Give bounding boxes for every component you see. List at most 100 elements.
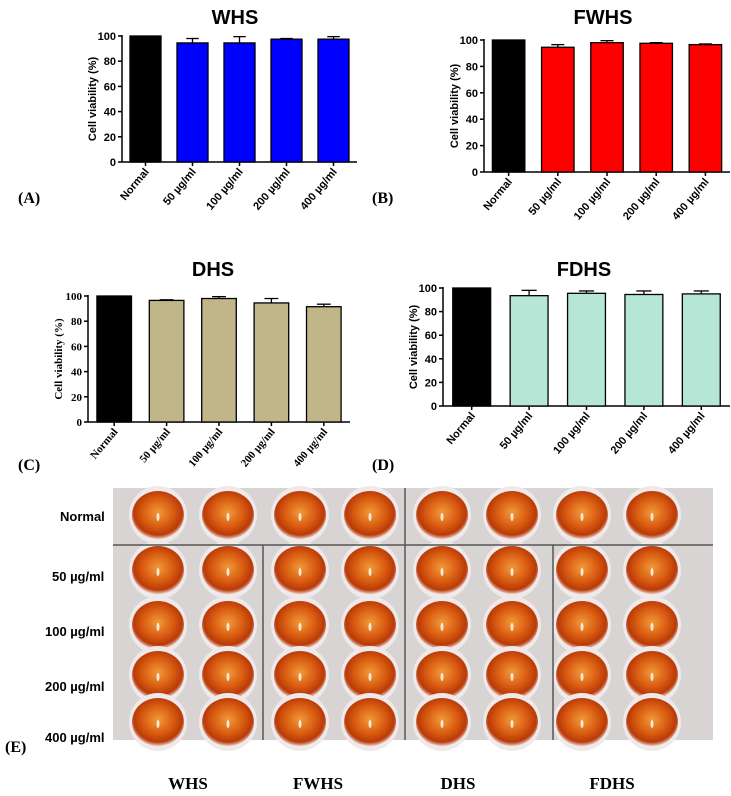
y-tick-label: 20 (104, 132, 116, 144)
chart-whs: WHS (A) Cell viability (%) 0 20 40 60 80 100 Norm… (18, 7, 357, 213)
well-highlight (298, 623, 302, 631)
y-axis-label: Cell viability (%) (87, 56, 99, 141)
bar (639, 42, 674, 173)
well-highlight (156, 568, 160, 576)
well-highlight (298, 513, 302, 521)
bar (688, 43, 723, 173)
x-tick-label: 100 µg/ml (572, 176, 614, 222)
column-label: FDHS (589, 774, 634, 793)
x-tick-label: 50 µg/ml (526, 176, 564, 218)
panel-label: (B) (372, 190, 393, 207)
well-highlight (580, 720, 584, 728)
bar (540, 46, 575, 173)
panel-label: (A) (18, 190, 40, 207)
y-tick-label: 60 (104, 81, 116, 93)
x-tick-label: Normal (481, 176, 515, 213)
x-tick-label: 50 µg/ml (161, 166, 199, 208)
well-highlight (226, 568, 230, 576)
well-highlight (368, 568, 372, 576)
y-tick-label: 40 (425, 354, 437, 366)
column-label: FWHS (293, 774, 343, 793)
well-highlight (156, 673, 160, 681)
row-label: 200 µg/ml (45, 679, 105, 694)
x-tick-label: 200 µg/ml (251, 166, 293, 212)
y-tick-label: 0 (431, 401, 437, 413)
well-highlight (650, 720, 654, 728)
y-tick-label: 0 (77, 417, 83, 429)
x-tick-label: 200 µg/ml (239, 426, 278, 469)
well-highlight (226, 673, 230, 681)
well-highlight (650, 513, 654, 521)
x-tick-label: 100 µg/ml (204, 166, 246, 212)
x-tick-label: Normal (88, 426, 120, 461)
y-tick-label: 100 (419, 283, 437, 295)
well-highlight (368, 623, 372, 631)
x-tick-label: 400 µg/ml (670, 176, 712, 222)
well-highlight (650, 568, 654, 576)
bar (452, 287, 492, 407)
well-highlight (580, 568, 584, 576)
well-highlight (650, 673, 654, 681)
well-highlight (440, 720, 444, 728)
well-highlight (368, 720, 372, 728)
bar (590, 41, 624, 173)
y-tick-label: 20 (71, 392, 83, 404)
well-highlight (510, 623, 514, 631)
chart-fdhs: FDHS (D) Cell viability (%) 0 20 40 60 80 100 Nor… (372, 259, 730, 474)
bar (253, 302, 290, 423)
x-tick-label: 200 µg/ml (621, 176, 663, 222)
bar (509, 295, 549, 407)
y-axis-label: Cell viability (%) (408, 304, 420, 389)
y-tick-label: 20 (425, 377, 437, 389)
y-tick-label: 80 (71, 316, 83, 328)
well-highlight (298, 720, 302, 728)
bar (201, 297, 237, 423)
bar (491, 39, 526, 173)
well-highlight (580, 513, 584, 521)
bar (317, 38, 350, 163)
well-highlight (580, 623, 584, 631)
y-tick-label: 80 (425, 307, 437, 319)
x-tick-label: Normal (444, 410, 478, 447)
y-tick-label: 40 (104, 107, 116, 119)
well-highlight (440, 513, 444, 521)
well-highlight (298, 568, 302, 576)
x-tick-label: 400 µg/ml (291, 426, 330, 469)
well-highlight (156, 513, 160, 521)
x-tick-label: Normal (118, 166, 152, 203)
well-highlight (440, 568, 444, 576)
bar (305, 306, 342, 423)
panel-label: (D) (372, 457, 394, 474)
chart-fwhs: FWHS (B) Cell viability (%) 0 20 40 60 80 100 Nor… (372, 7, 730, 223)
y-tick-label: 60 (71, 341, 83, 353)
well-plate-photo: Normal 50 µg/ml 100 µg/ml 200 µg/ml 400 µg/m… (5, 486, 713, 793)
y-tick-label: 40 (71, 367, 83, 379)
row-label: Normal (60, 509, 105, 524)
chart-title: FWHS (574, 7, 633, 29)
x-tick-label: 100 µg/ml (186, 426, 225, 469)
well-highlight (368, 673, 372, 681)
well-highlight (298, 673, 302, 681)
y-tick-label: 80 (466, 61, 478, 73)
y-tick-label: 60 (466, 88, 478, 100)
chart-title: WHS (212, 7, 259, 29)
y-tick-label: 100 (66, 291, 83, 303)
x-tick-label: 400 µg/ml (666, 410, 708, 456)
well-highlight (156, 623, 160, 631)
bar (624, 293, 664, 407)
y-tick-label: 40 (466, 114, 478, 126)
bar (148, 299, 185, 423)
well-highlight (510, 513, 514, 521)
x-tick-label: 400 µg/ml (298, 166, 340, 212)
well-highlight (226, 720, 230, 728)
bar (270, 38, 303, 163)
x-tick-label: 100 µg/ml (551, 410, 593, 456)
y-tick-label: 80 (104, 56, 116, 68)
bar (566, 292, 607, 407)
y-axis-label: Cell viability (%) (449, 63, 461, 148)
well-highlight (226, 623, 230, 631)
well-highlight (580, 673, 584, 681)
y-tick-label: 100 (98, 31, 116, 43)
